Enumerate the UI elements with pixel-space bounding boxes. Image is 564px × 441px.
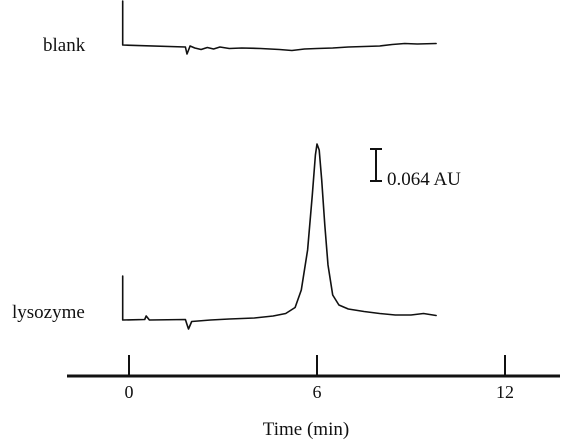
series-label-blank: blank bbox=[43, 35, 86, 56]
series-label-lysozyme: lysozyme bbox=[12, 302, 85, 323]
trace-lysozyme bbox=[121, 143, 437, 330]
scale-bar bbox=[370, 148, 382, 182]
x-axis-ticks: 0 6 12 bbox=[125, 355, 514, 402]
scale-bar-label: 0.064 AU bbox=[387, 169, 461, 190]
trace-blank bbox=[121, 0, 437, 55]
traces-group bbox=[121, 0, 437, 330]
x-tick-label-12: 12 bbox=[496, 382, 514, 402]
x-tick-label-6: 6 bbox=[313, 382, 322, 402]
x-axis-title: Time (min) bbox=[263, 419, 349, 440]
x-tick-label-0: 0 bbox=[125, 382, 134, 402]
